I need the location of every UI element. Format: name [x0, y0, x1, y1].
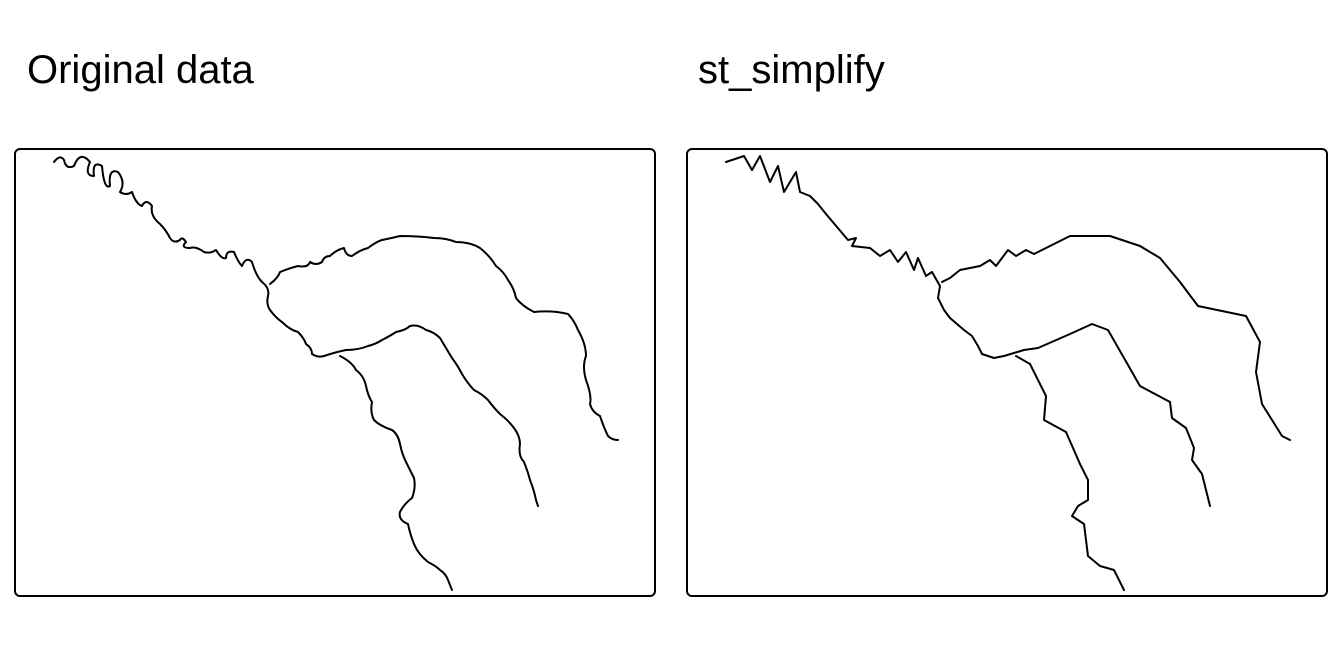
- panel-title-original: Original data: [27, 48, 254, 92]
- map-panel-simplified: [686, 148, 1328, 597]
- map-panel-original: [14, 148, 656, 597]
- panel-title-simplified: st_simplify: [698, 48, 885, 92]
